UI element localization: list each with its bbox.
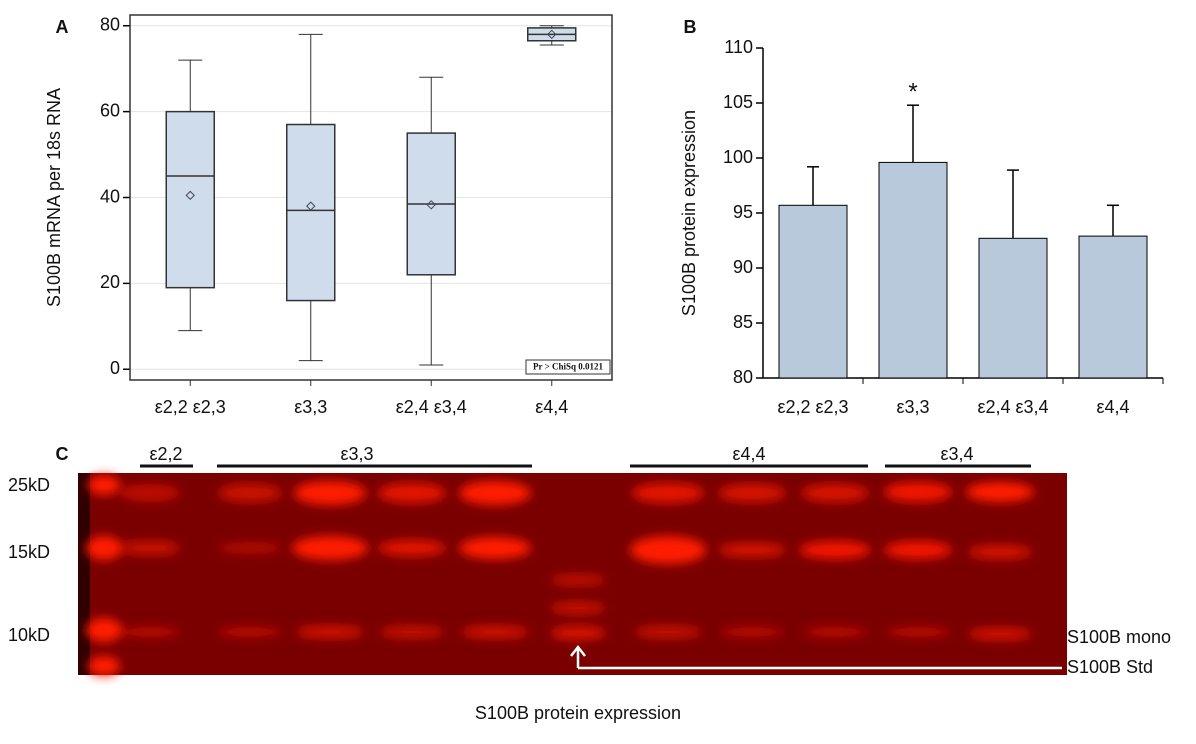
annotation: *: [908, 79, 917, 106]
std-arrow: [570, 644, 1062, 670]
y-axis-label: S100B mRNA per 18s RNA: [44, 88, 64, 307]
bar: [978, 237, 1048, 379]
box: [286, 123, 336, 302]
x-tick-label: ε3,3: [896, 397, 929, 417]
y-tick-label: 80: [733, 367, 753, 387]
panel-label: B: [684, 17, 697, 37]
y-tick-label: 90: [733, 257, 753, 277]
y-tick-label: 0: [110, 358, 120, 378]
panel-label: A: [56, 17, 69, 37]
mean: [426, 200, 436, 210]
x-tick-label: ε4,4: [535, 397, 568, 417]
group-label: ε2,2: [149, 444, 182, 464]
x-tick-label: ε2,4 ε3,4: [396, 397, 467, 417]
y-tick-label: 80: [100, 14, 120, 34]
y-tick-label: 40: [100, 186, 120, 206]
x-tick-label: ε2,4 ε3,4: [977, 397, 1048, 417]
annotation-box: [525, 359, 611, 375]
y-tick-label: 110: [724, 37, 753, 57]
bar: [1078, 235, 1148, 379]
bar: [778, 204, 848, 379]
marker-label: 10kD: [8, 625, 50, 645]
y-tick-label: 85: [733, 312, 753, 332]
y-tick-label: 20: [100, 272, 120, 292]
bar: [878, 161, 948, 379]
x-tick-label: ε4,4: [1096, 397, 1129, 417]
annotation: Pr > ChiSq 0.0121: [533, 362, 603, 372]
y-tick-label: 105: [723, 92, 753, 112]
caption: S100B protein expression: [475, 703, 681, 723]
band-label: S100B mono: [1067, 627, 1171, 647]
marker-label: 25kD: [8, 475, 50, 495]
x-tick-label: ε2,2 ε2,3: [155, 397, 226, 417]
gel-image: [78, 473, 1067, 676]
mean: [306, 201, 316, 211]
y-tick-label: 60: [100, 100, 120, 120]
y-tick-label: 95: [733, 202, 753, 222]
group-label: ε3,3: [340, 444, 373, 464]
y-tick-label: 100: [723, 147, 753, 167]
group-label: ε3,4: [940, 444, 973, 464]
mean: [185, 190, 195, 201]
plot-frame: [129, 14, 613, 381]
x-tick-label: ε3,3: [294, 397, 327, 417]
mean: [547, 29, 557, 40]
x-tick-label: ε2,2 ε2,3: [777, 397, 848, 417]
band-label: S100B Std: [1067, 657, 1153, 677]
panel-label: C: [56, 444, 69, 464]
marker-label: 15kD: [8, 542, 50, 562]
y-axis-label: S100B protein expression: [679, 110, 699, 316]
group-label: ε4,4: [732, 444, 765, 464]
